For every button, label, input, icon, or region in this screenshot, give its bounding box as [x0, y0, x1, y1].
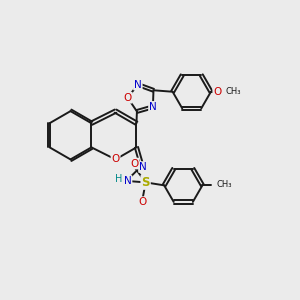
- Text: N: N: [124, 176, 131, 186]
- Text: S: S: [141, 176, 150, 189]
- Text: CH₃: CH₃: [217, 180, 232, 189]
- Text: N: N: [139, 162, 147, 172]
- Text: O: O: [111, 154, 120, 164]
- Text: CH₃: CH₃: [226, 87, 241, 96]
- Text: O: O: [124, 93, 132, 103]
- Text: O: O: [139, 197, 147, 207]
- Text: N: N: [149, 102, 157, 112]
- Text: H: H: [115, 174, 122, 184]
- Text: N: N: [134, 80, 142, 90]
- Text: O: O: [213, 87, 221, 97]
- Text: O: O: [130, 158, 139, 169]
